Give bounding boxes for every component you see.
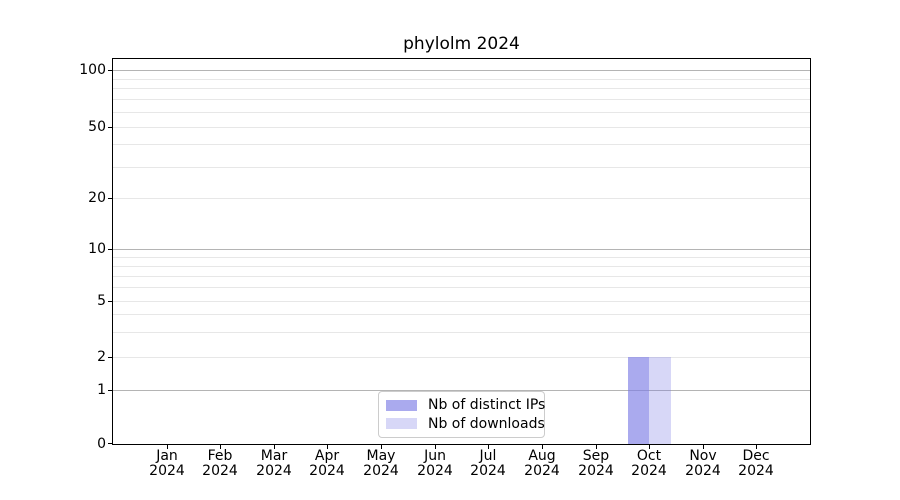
gridline-minor xyxy=(113,198,810,199)
x-axis-tick-label: Mar 2024 xyxy=(232,449,316,479)
legend-swatch-downloads-icon xyxy=(386,418,417,430)
y-axis-tick-mark xyxy=(108,357,112,358)
x-axis-month-label: Sep xyxy=(582,448,610,464)
y-axis-tick-mark xyxy=(108,390,112,391)
x-axis-tick-label: Jan 2024 xyxy=(125,449,209,479)
chart-title: phylolm 2024 xyxy=(403,34,520,54)
x-axis-month-label: Aug xyxy=(528,448,556,464)
x-axis-year-label: 2024 xyxy=(631,463,667,479)
gridline-minor xyxy=(113,99,810,100)
gridline-minor xyxy=(113,332,810,333)
x-axis-tick-label: Feb 2024 xyxy=(178,449,262,479)
x-axis-tick-label: Oct 2024 xyxy=(607,449,691,479)
x-axis-tick-mark xyxy=(542,445,543,449)
x-axis-year-label: 2024 xyxy=(578,463,614,479)
x-axis-year-label: 2024 xyxy=(417,463,453,479)
x-axis-tick-mark xyxy=(327,445,328,449)
x-axis-tick-label: Nov 2024 xyxy=(661,449,745,479)
gridline-minor xyxy=(113,79,810,80)
x-axis-month-label: Feb xyxy=(207,448,233,464)
x-axis-year-label: 2024 xyxy=(202,463,238,479)
y-axis-tick-label: 2 xyxy=(97,349,106,365)
x-axis-month-label: Dec xyxy=(742,448,770,464)
x-axis-tick-mark xyxy=(488,445,489,449)
gridline-minor xyxy=(113,127,810,128)
y-axis-tick-label: 5 xyxy=(97,293,106,309)
gridline-major xyxy=(113,390,810,391)
x-axis-year-label: 2024 xyxy=(256,463,292,479)
x-axis-tick-mark xyxy=(220,445,221,449)
x-axis-tick-label: Jul 2024 xyxy=(446,449,530,479)
x-axis-month-label: Mar xyxy=(260,448,288,464)
legend-label-downloads: Nb of downloads xyxy=(428,415,545,432)
x-axis-tick-mark xyxy=(703,445,704,449)
y-axis-tick-label: 50 xyxy=(88,119,106,135)
gridline-minor xyxy=(113,314,810,315)
gridline-minor xyxy=(113,357,810,358)
y-axis-tick-mark xyxy=(108,249,112,250)
x-axis-tick-mark xyxy=(435,445,436,449)
x-axis-month-label: Jan xyxy=(156,448,178,464)
gridline-minor xyxy=(113,287,810,288)
gridline-minor xyxy=(113,144,810,145)
x-axis-month-label: Apr xyxy=(314,448,340,464)
x-axis-year-label: 2024 xyxy=(149,463,185,479)
x-axis-year-label: 2024 xyxy=(738,463,774,479)
legend-swatch-distinct-ips-icon xyxy=(386,399,417,411)
legend-item-downloads: Nb of downloads xyxy=(386,416,545,432)
y-axis-tick-mark xyxy=(108,70,112,71)
x-axis-month-label: May xyxy=(366,448,396,464)
y-axis-tick-mark xyxy=(108,443,112,444)
y-axis-tick-label: 100 xyxy=(79,62,106,78)
bar-downloads xyxy=(649,357,671,444)
gridline-minor xyxy=(113,266,810,267)
legend-label-distinct-ips: Nb of distinct IPs xyxy=(428,397,546,414)
x-axis-tick-label: Jun 2024 xyxy=(393,449,477,479)
y-axis-tick-mark xyxy=(108,198,112,199)
x-axis-month-label: Jun xyxy=(424,448,446,464)
plot-area xyxy=(112,58,811,445)
x-axis-tick-mark xyxy=(649,445,650,449)
x-axis-tick-mark xyxy=(756,445,757,449)
y-axis-tick-label: 1 xyxy=(97,382,106,398)
y-axis-tick-mark xyxy=(108,127,112,128)
gridline-minor xyxy=(113,88,810,89)
gridline-minor xyxy=(113,276,810,277)
x-axis-tick-label: Apr 2024 xyxy=(285,449,369,479)
gridline-minor xyxy=(113,301,810,302)
x-axis-tick-mark xyxy=(596,445,597,449)
x-axis-tick-mark xyxy=(274,445,275,449)
x-axis-tick-label: Dec 2024 xyxy=(714,449,798,479)
bar-distinct-ips xyxy=(627,357,650,444)
x-axis-year-label: 2024 xyxy=(685,463,721,479)
x-axis-year-label: 2024 xyxy=(524,463,560,479)
x-axis-year-label: 2024 xyxy=(309,463,345,479)
gridline-minor xyxy=(113,167,810,168)
legend-item-distinct-ips: Nb of distinct IPs xyxy=(386,397,545,413)
y-axis-tick-label: 0 xyxy=(97,436,106,452)
x-axis-month-label: Oct xyxy=(636,448,662,464)
x-axis-tick-label: Sep 2024 xyxy=(554,449,638,479)
x-axis-tick-mark xyxy=(381,445,382,449)
x-axis-tick-label: Aug 2024 xyxy=(500,449,584,479)
gridline-major xyxy=(113,70,810,71)
legend: Nb of distinct IPs Nb of downloads xyxy=(378,391,545,438)
gridline-minor xyxy=(113,112,810,113)
x-axis-tick-label: May 2024 xyxy=(339,449,423,479)
x-axis-year-label: 2024 xyxy=(470,463,506,479)
x-axis-month-label: Nov xyxy=(689,448,717,464)
gridline-major xyxy=(113,249,810,250)
y-axis-tick-label: 10 xyxy=(88,241,106,257)
x-axis-year-label: 2024 xyxy=(363,463,399,479)
x-axis-tick-mark xyxy=(167,445,168,449)
y-axis-tick-label: 20 xyxy=(88,190,106,206)
x-axis-month-label: Jul xyxy=(479,448,497,464)
gridline-minor xyxy=(113,257,810,258)
y-axis-tick-mark xyxy=(108,301,112,302)
